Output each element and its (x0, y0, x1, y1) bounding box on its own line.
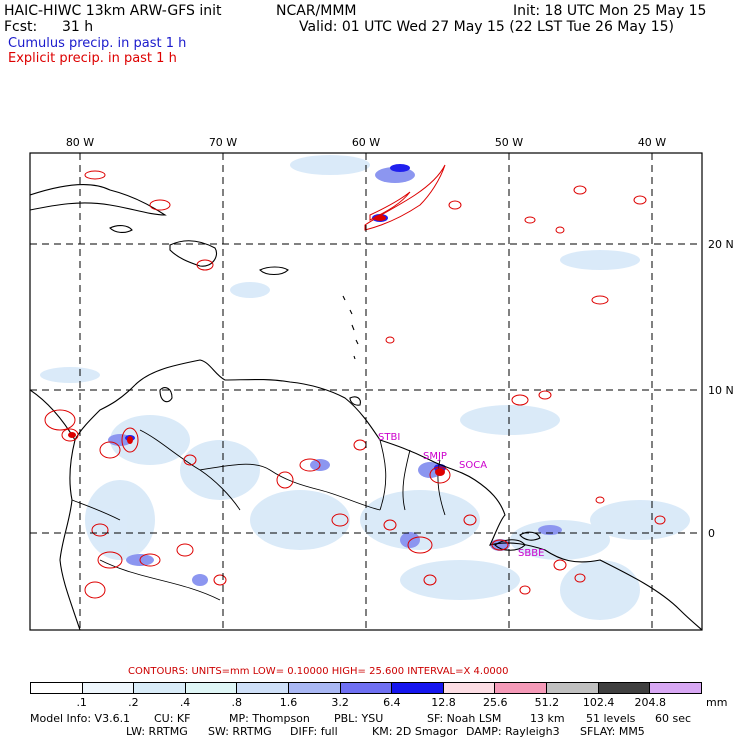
legend-label: .8 (231, 696, 243, 709)
lat-lon-grid (30, 153, 702, 630)
model-info-mp: MP: Thompson (229, 712, 310, 725)
legend-swatch (185, 683, 238, 693)
lon-label-40w: 40 W (638, 136, 666, 149)
model-info-resolution: 13 km (530, 712, 565, 725)
model-info-cu: CU: KF (154, 712, 191, 725)
model-info-km: KM: 2D Smagor (372, 725, 458, 738)
legend-labels: .1 .2 .4 .8 1.6 3.2 6.4 12.8 25.6 51.2 102.4 204.8 (30, 696, 702, 709)
legend-swatch (82, 683, 135, 693)
lon-label-70w: 70 W (209, 136, 237, 149)
forecast-hour: 31 h (62, 19, 94, 35)
legend-swatch (443, 683, 496, 693)
legend-label: 3.2 (331, 696, 349, 709)
legend-swatch (495, 683, 548, 693)
explicit-precip-contours (44, 164, 666, 599)
model-info-version: Model Info: V3.6.1 (30, 712, 131, 725)
legend-swatch (289, 683, 341, 693)
station-stbi: STBI (378, 432, 400, 443)
station-soca: SOCA (459, 460, 487, 471)
model-info-levels: 51 levels (586, 712, 636, 725)
init-time: Init: 18 UTC Mon 25 May 15 (513, 3, 707, 19)
legend-label: 1.6 (279, 696, 298, 709)
coastlines (30, 184, 702, 630)
station-smjp: SMJP (423, 451, 447, 462)
legend-swatch (392, 683, 444, 693)
legend-label: 6.4 (383, 696, 401, 709)
legend-label: .4 (179, 696, 191, 709)
organization: NCAR/MMM (276, 3, 357, 19)
legend-units: mm (706, 696, 728, 709)
lat-label-10n: 10 N (708, 384, 734, 397)
lon-label-80w: 80 W (66, 136, 94, 149)
station-sbbe: SBBE (518, 548, 544, 559)
legend-label: 102.4 (582, 696, 615, 709)
legend-label: 25.6 (482, 696, 508, 709)
explicit-precip-cores (68, 215, 445, 476)
map-frame (29, 152, 703, 631)
lat-label-0: 0 (708, 527, 715, 540)
legend-swatch (237, 683, 290, 693)
legend-label: 51.2 (534, 696, 560, 709)
legend-swatch (598, 683, 651, 693)
legend-swatch (31, 683, 83, 693)
legend-swatch (650, 683, 701, 693)
model-info-pbl: PBL: YSU (334, 712, 384, 725)
legend-swatch (547, 683, 599, 693)
lon-label-60w: 60 W (352, 136, 380, 149)
run-title: HAIC-HIWC 13km ARW-GFS init (4, 3, 222, 19)
color-legend (30, 682, 702, 694)
explicit-precip-label: Explicit precip. in past 1 h (8, 51, 177, 66)
model-info-timestep: 60 sec (655, 712, 692, 725)
model-info-damp: DAMP: Rayleigh3 (466, 725, 560, 738)
legend-label: .1 (76, 696, 87, 709)
lat-label-20n: 20 N (708, 238, 734, 251)
legend-swatch (340, 683, 393, 693)
lon-label-50w: 50 W (495, 136, 523, 149)
model-info-sw: SW: RRTMG (208, 725, 272, 738)
legend-label: .2 (128, 696, 139, 709)
valid-time: Valid: 01 UTC Wed 27 May 15 (22 LST Tue … (299, 19, 674, 35)
cumulus-precip-label: Cumulus precip. in past 1 h (8, 36, 187, 51)
legend-label: 12.8 (431, 696, 456, 709)
contour-info: CONTOURS: UNITS=mm LOW= 0.10000 HIGH= 25… (128, 666, 509, 677)
forecast-label: Fcst: (4, 19, 38, 35)
legend-swatch (134, 683, 186, 693)
model-info-lw: LW: RRTMG (126, 725, 188, 738)
model-info-sflay: SFLAY: MM5 (580, 725, 645, 738)
legend-label: 204.8 (634, 696, 667, 709)
model-info-diff: DIFF: full (290, 725, 338, 738)
model-info-sf: SF: Noah LSM (427, 712, 502, 725)
